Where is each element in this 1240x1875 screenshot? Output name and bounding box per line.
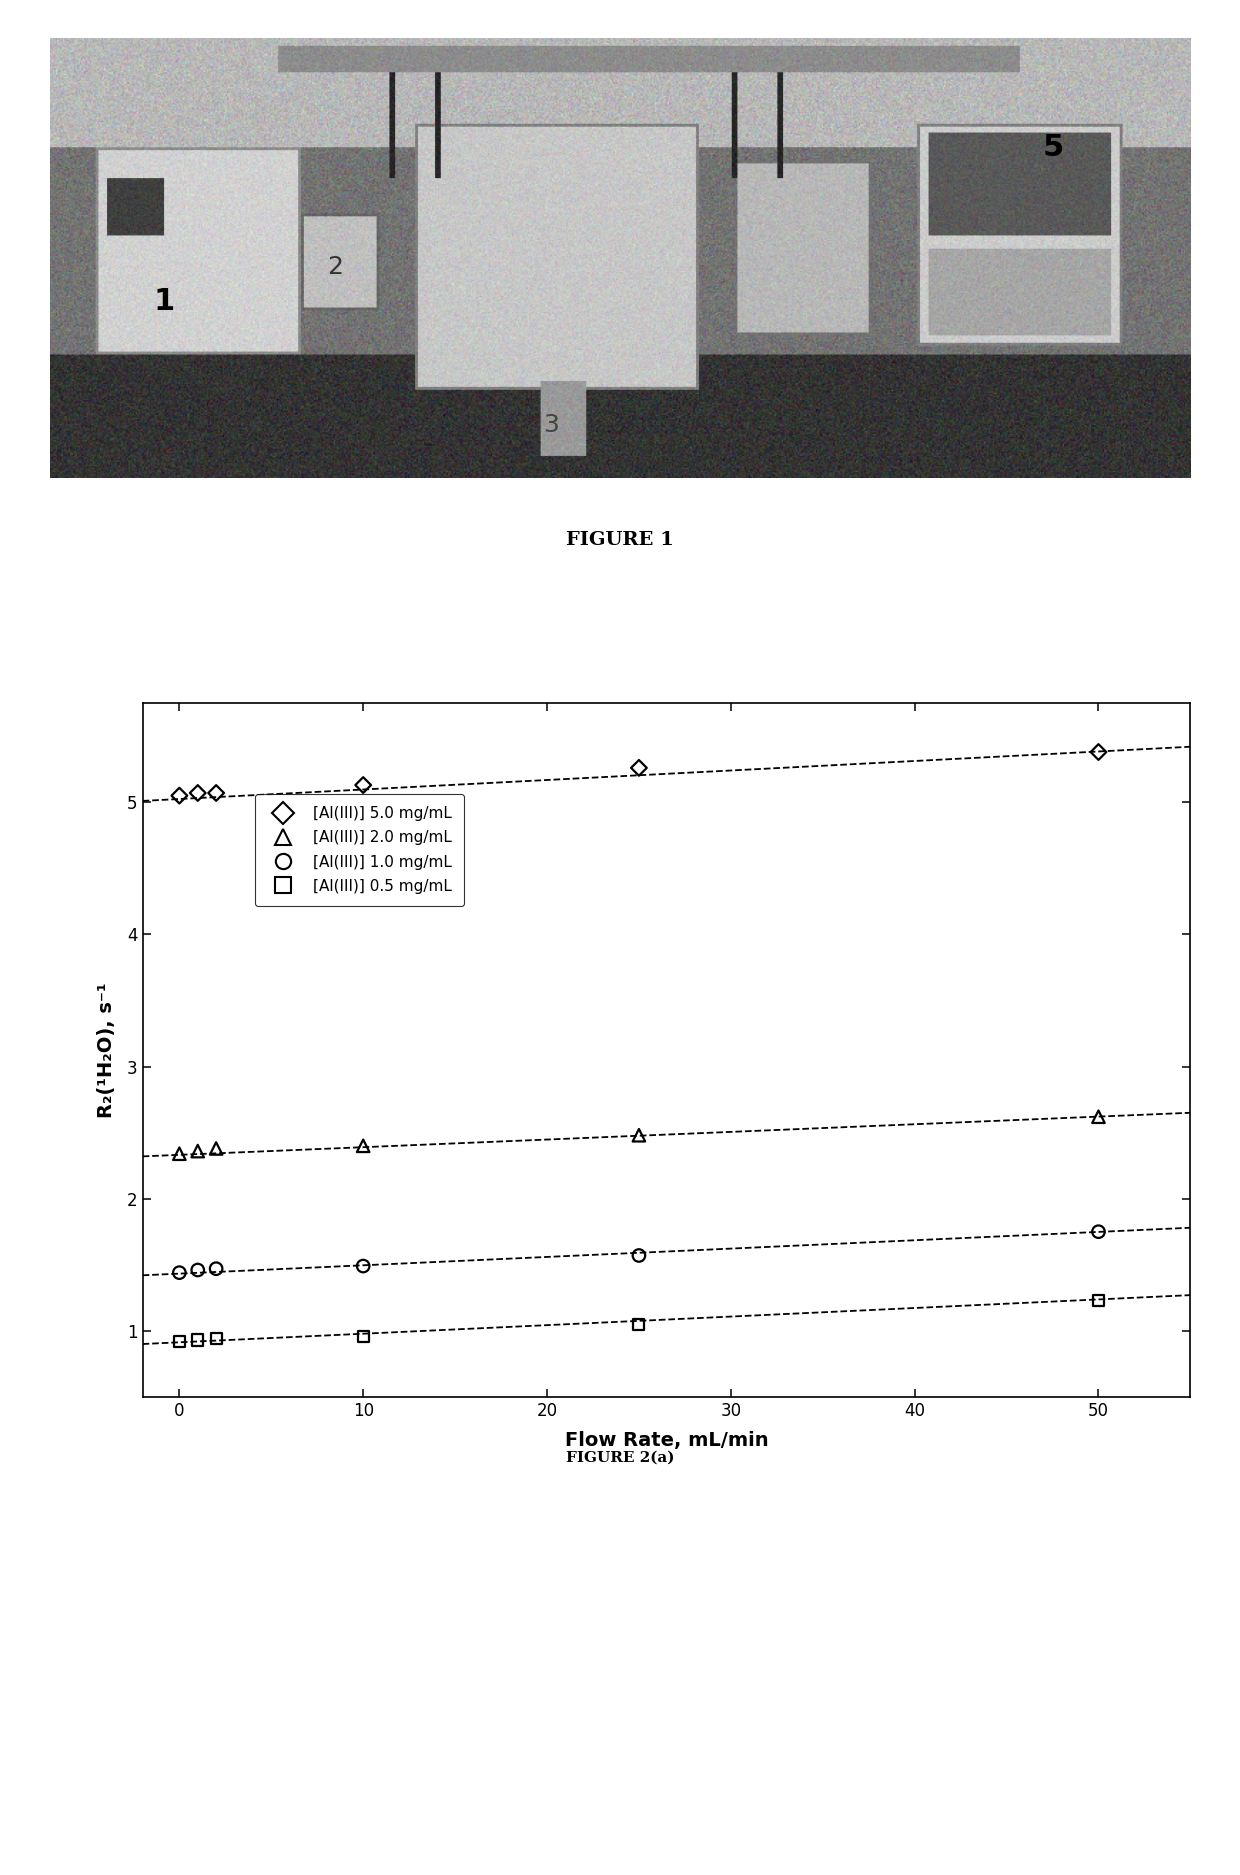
Point xyxy=(629,1241,649,1271)
Point xyxy=(353,1131,373,1161)
Text: 2: 2 xyxy=(327,255,342,279)
Point xyxy=(629,1119,649,1149)
Point xyxy=(187,1136,207,1166)
Point xyxy=(353,771,373,801)
Point xyxy=(353,1251,373,1281)
Text: FIGURE 1: FIGURE 1 xyxy=(567,531,673,549)
Point xyxy=(1089,1102,1109,1132)
Point xyxy=(187,1326,207,1356)
Legend: [Al(III)] 5.0 mg/mL, [Al(III)] 2.0 mg/mL, [Al(III)] 1.0 mg/mL, [Al(III)] 0.5 mg/: [Al(III)] 5.0 mg/mL, [Al(III)] 2.0 mg/mL… xyxy=(255,793,464,906)
Point xyxy=(170,1138,190,1168)
Point xyxy=(1089,1217,1109,1247)
Point xyxy=(170,780,190,810)
Text: 1: 1 xyxy=(153,287,175,317)
Point xyxy=(629,1309,649,1339)
Point xyxy=(170,1258,190,1288)
Point xyxy=(170,1326,190,1356)
Y-axis label: R₂(¹H₂O), s⁻¹: R₂(¹H₂O), s⁻¹ xyxy=(97,982,117,1118)
Point xyxy=(1089,1286,1109,1316)
X-axis label: Flow Rate, mL/min: Flow Rate, mL/min xyxy=(564,1431,769,1449)
Point xyxy=(206,778,226,808)
Point xyxy=(629,754,649,784)
Text: 3: 3 xyxy=(543,412,559,437)
Point xyxy=(187,778,207,808)
Text: 5: 5 xyxy=(1043,133,1064,161)
Point xyxy=(353,1322,373,1352)
Point xyxy=(1089,737,1109,767)
Point xyxy=(206,1254,226,1284)
Point xyxy=(206,1134,226,1164)
Point xyxy=(206,1324,226,1354)
Text: FIGURE 2(a): FIGURE 2(a) xyxy=(565,1451,675,1464)
Point xyxy=(187,1254,207,1284)
